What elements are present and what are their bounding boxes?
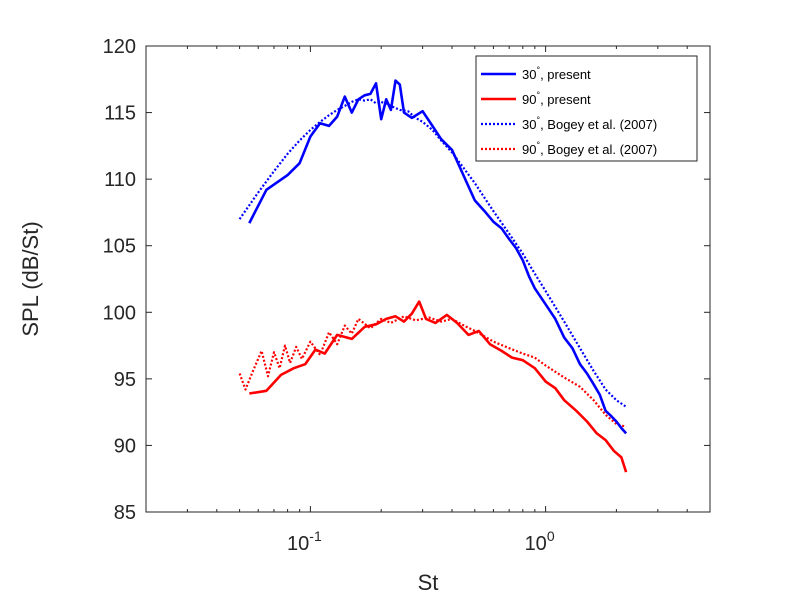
y-tick-label: 115: [104, 103, 136, 125]
legend-label-3: 30°, Bogey et al. (2007): [522, 115, 657, 132]
y-tick-label: 90: [114, 435, 136, 457]
y-axis-label: SPL (dB/St): [18, 221, 43, 336]
y-tick-label: 95: [114, 369, 136, 391]
legend-label-1: 30°, present: [522, 65, 591, 82]
series-line-3: [238, 98, 627, 408]
x-tick-label: 100: [525, 528, 555, 555]
y-tick-label: 105: [103, 236, 136, 258]
legend-label-4: 90°, Bogey et al. (2007): [522, 140, 657, 157]
x-tick-label: 10-1: [287, 528, 322, 555]
ticks-layer: 10-1 100 85 90 95 100 105 110 115 120: [103, 36, 711, 555]
y-tick-label: 100: [103, 302, 136, 324]
series-line-2: [249, 300, 628, 473]
series-line-4: [238, 315, 627, 428]
x-axis-label: St: [418, 570, 439, 595]
legend-label-2: 90°, present: [522, 90, 591, 107]
y-tick-label: 110: [104, 169, 136, 191]
y-tick-label: 120: [103, 36, 136, 58]
series-line-1: [248, 79, 628, 435]
legend: 30°, present 90°, present 30°, Bogey et al…: [475, 55, 698, 162]
series-layer: [238, 79, 628, 473]
y-tick-label: 85: [114, 502, 136, 524]
